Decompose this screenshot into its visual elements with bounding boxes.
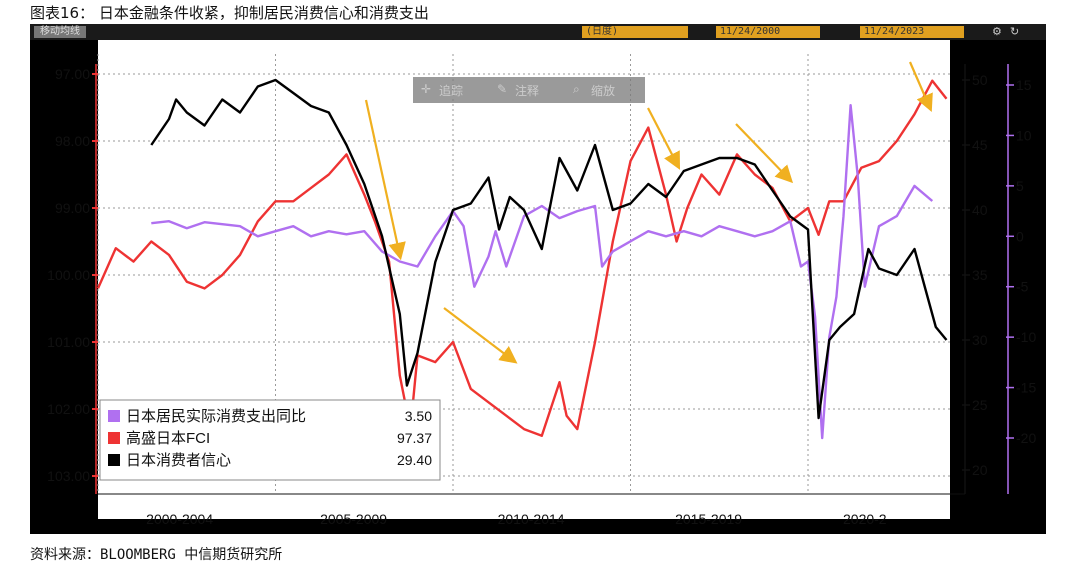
track-icon[interactable]: ✛ (421, 82, 432, 96)
right-inner-tick-label: 35 (972, 267, 988, 283)
track-tool-label[interactable]: 追踪 (439, 84, 464, 98)
settings-icon[interactable]: ⚙ (992, 25, 1002, 38)
series-line-2 (150, 78, 948, 420)
annotation-arrow (443, 307, 518, 364)
legend-series-value: 29.40 (397, 452, 432, 468)
left-tick-label: 102.00 (47, 401, 90, 417)
left-tick-label: 101.00 (47, 334, 90, 350)
right-outer-tick-label: -10 (1016, 329, 1036, 345)
right-inner-tick-label: 20 (972, 462, 988, 478)
right-inner-tick-label: 50 (972, 72, 988, 88)
legend-series-value: 3.50 (405, 408, 432, 424)
right-outer-tick-label: 15 (1016, 77, 1032, 93)
legend-swatch (108, 432, 120, 444)
legend-series-name: 高盛日本FCI (126, 430, 210, 447)
zoom-tool-label[interactable]: 缩放 (591, 84, 616, 98)
watermark-text: 研而有信 (928, 535, 1017, 560)
x-tick-label: 2015-2019 (675, 511, 742, 527)
right-inner-tick-label: 25 (972, 397, 988, 413)
legend-series-value: 97.37 (397, 430, 432, 446)
right-outer-tick-label: -20 (1016, 430, 1036, 446)
end-date-input[interactable]: 11/24/2023 (860, 26, 964, 38)
right-outer-tick-label: -5 (1016, 279, 1029, 295)
left-tick-label: 97.00 (55, 66, 90, 82)
series-line-1 (96, 79, 948, 437)
legend-swatch (108, 454, 120, 466)
right-outer-tick-label: 5 (1016, 178, 1024, 194)
refresh-icon[interactable]: ↻ (1010, 25, 1020, 38)
right-inner-tick-label: 40 (972, 202, 988, 218)
legend-box (99, 399, 441, 481)
annotate-tool-label[interactable]: 注释 (515, 84, 540, 98)
legend-series-name: 日本消费者信心 (126, 452, 231, 469)
series-line-0 (151, 103, 934, 440)
annotation-arrow (364, 99, 406, 261)
right-inner-tick-label: 45 (972, 137, 988, 153)
left-tick-label: 103.00 (47, 468, 90, 484)
moving-average-button[interactable]: 移动均线 (34, 26, 86, 38)
period-select[interactable]: (日度) (582, 26, 688, 38)
x-tick-label: 2020-2 (843, 511, 887, 527)
legend-swatch (108, 410, 120, 422)
zoom-icon[interactable]: ⌕ (573, 82, 580, 96)
annotate-icon[interactable]: ✎ (497, 82, 508, 96)
chart-tool-overlay: ✛ 追踪 ✎ 注释 ⌕ 缩放 (413, 77, 645, 103)
right-inner-tick-label: 30 (972, 332, 988, 348)
figure-title: 图表16： 日本金融条件收紧，抑制居民消费信心和消费支出 (30, 4, 429, 22)
left-tick-label: 100.00 (47, 267, 90, 283)
annotation-arrow (735, 123, 794, 184)
start-date-input[interactable]: 11/24/2000 (716, 26, 820, 38)
x-tick-label: 2000-2004 (146, 511, 213, 527)
source-note: 资料来源：BLOOMBERG 中信期货研究所 (30, 547, 283, 563)
left-tick-label: 99.00 (55, 200, 90, 216)
annotation-arrow (647, 107, 681, 170)
chart-frame: 移动均线 (日度) 11/24/2000 11/24/2023 ⚙ ↻ 97.0… (30, 24, 1046, 560)
x-tick-label: 2010-2014 (498, 511, 565, 527)
chart-plot: 97.00 98.00 99.00 100.00 101.00 102.00 103.00 2… (47, 40, 1036, 527)
right-outer-tick-label: 0 (1016, 228, 1024, 244)
right-outer-tick-label: 10 (1016, 127, 1032, 143)
chart-toolbar: 移动均线 (日度) 11/24/2000 11/24/2023 ⚙ ↻ (30, 24, 1046, 40)
legend-series-name: 日本居民实际消费支出同比 (126, 408, 306, 425)
x-tick-label: 2005-2009 (320, 511, 387, 527)
left-tick-label: 98.00 (55, 133, 90, 149)
annotation-arrow (908, 61, 933, 113)
right-outer-tick-label: -15 (1016, 380, 1036, 396)
